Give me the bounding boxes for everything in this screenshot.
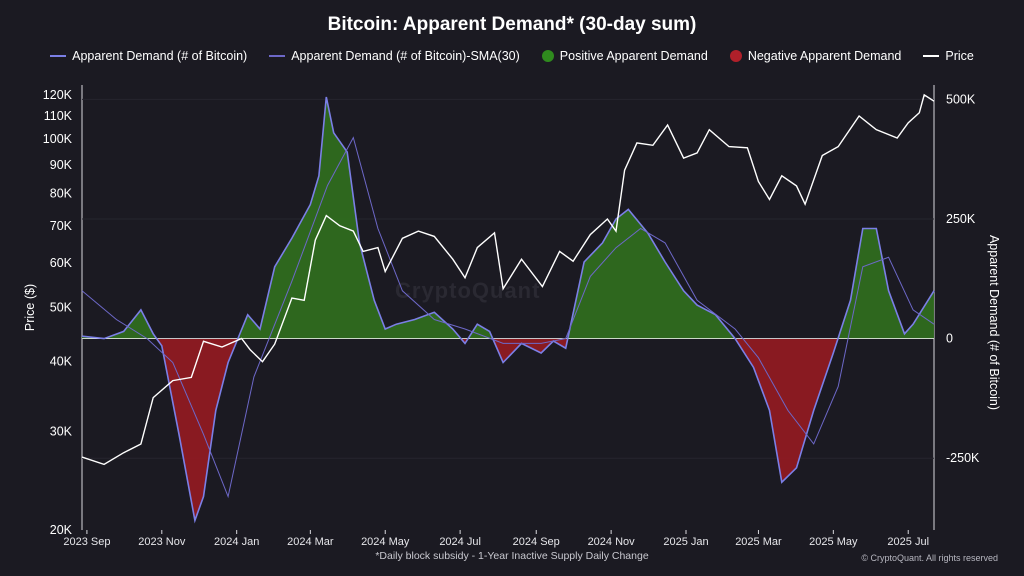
legend-swatch-sma: [269, 55, 286, 57]
legend-swatch-demand: [50, 55, 67, 57]
legend-swatch-negative: [729, 50, 742, 62]
legend-item-demand[interactable]: Apparent Demand (# of Bitcoin): [50, 49, 247, 63]
y-left-tick-label: 30K: [50, 425, 73, 439]
y-right-tick-label: 0: [946, 332, 953, 346]
y-left-tick-label: 70K: [50, 219, 73, 233]
legend-item-positive[interactable]: Positive Apparent Demand: [541, 49, 708, 63]
y-left-tick-label: 90K: [50, 158, 73, 172]
legend-item-negative[interactable]: Negative Apparent Demand: [729, 49, 902, 63]
x-tick-label: 2024 Nov: [588, 536, 636, 548]
y-right-axis-label: Apparent Demand (# of Bitcoin): [987, 235, 1001, 410]
y-left-tick-label: 40K: [50, 355, 73, 369]
price-line: [81, 93, 935, 466]
legend-label-negative: Negative Apparent Demand: [747, 49, 902, 63]
x-tick-label: 2025 Jul: [887, 536, 929, 548]
chart-legend: Apparent Demand (# of Bitcoin) Apparent …: [0, 49, 1024, 63]
y-left-tick-label: 60K: [50, 256, 73, 270]
x-tick-label: 2024 Mar: [287, 536, 334, 548]
legend-swatch-positive: [541, 50, 554, 62]
x-tick-label: 2025 Jan: [663, 536, 708, 548]
x-tick-label: 2024 Jan: [214, 536, 259, 548]
x-tick-label: 2025 Mar: [735, 536, 782, 548]
chart-title: Bitcoin: Apparent Demand* (30-day sum): [327, 14, 697, 35]
y-right-tick-label: 500K: [946, 92, 976, 106]
y-right-tick-label: -250K: [946, 451, 980, 465]
x-tick-label: 2024 Jul: [439, 536, 481, 548]
chart-footnote: *Daily block subsidy - 1-Year Inactive S…: [375, 550, 649, 562]
legend-item-sma[interactable]: Apparent Demand (# of Bitcoin)-SMA(30): [269, 49, 520, 63]
y-left-tick-label: 120K: [43, 88, 73, 102]
x-tick-label: 2024 Sep: [513, 536, 560, 548]
y-left-tick-label: 110K: [44, 109, 73, 123]
y-left-tick-label: 20K: [50, 523, 73, 537]
y-right-tick-label: 250K: [946, 212, 976, 226]
legend-label-positive: Positive Apparent Demand: [559, 49, 708, 63]
legend-item-price[interactable]: Price: [923, 49, 974, 63]
legend-label-price: Price: [945, 49, 974, 63]
y-left-tick-label: 80K: [50, 186, 73, 200]
legend-label-sma: Apparent Demand (# of Bitcoin)-SMA(30): [291, 49, 520, 63]
apparent-demand-sma-line: [81, 136, 935, 499]
y-left-axis-label: Price ($): [23, 284, 37, 331]
y-left-tick-label: 50K: [50, 301, 73, 315]
copyright-notice: © CryptoQuant. All rights reserved: [861, 553, 998, 563]
positive-demand-area: [82, 97, 934, 339]
y-left-tick-label: 100K: [43, 132, 73, 146]
x-tick-label: 2025 May: [809, 536, 858, 548]
x-tick-label: 2024 May: [361, 536, 410, 548]
apparent-demand-line: [81, 96, 935, 524]
x-tick-label: 2023 Sep: [63, 536, 110, 548]
watermark: CryptoQuant: [395, 278, 541, 303]
legend-swatch-price: [923, 55, 940, 57]
legend-label-demand: Apparent Demand (# of Bitcoin): [72, 49, 248, 63]
x-tick-label: 2023 Nov: [138, 536, 186, 548]
negative-demand-area: [156, 338, 838, 521]
